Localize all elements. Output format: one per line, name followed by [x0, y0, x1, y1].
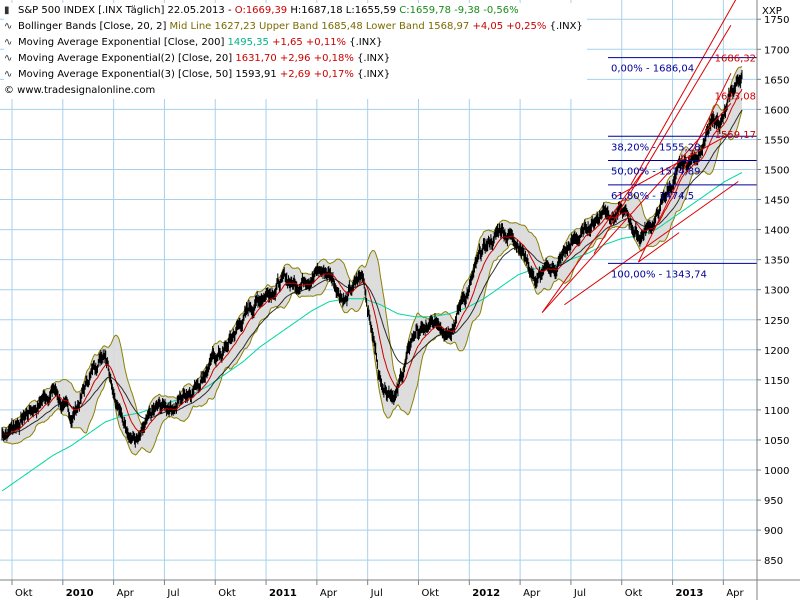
x-tick-label: 2012 [472, 588, 500, 599]
ema20-change: +2,96 +0,18% [279, 53, 354, 64]
x-tick-label: 2013 [676, 588, 704, 599]
x-tick-label: Okt [421, 588, 439, 599]
y-tick-label: 1550 [764, 135, 789, 146]
trend-channel-lines [541, 0, 739, 313]
ema50-change: +2,69 +0,17% [279, 69, 354, 80]
indicator-icon: ∿ [4, 21, 13, 32]
x-tick-label: Jul [573, 588, 586, 599]
ema200-suffix: {.INX} [349, 37, 383, 48]
price-label: 1623,08 [715, 92, 756, 103]
fib-level-label: 38,20% - 1555,28 [611, 142, 700, 153]
ema50-name: Moving Average Exponential(3) [Close, 50… [18, 69, 233, 80]
fib-level-label: 100,00% - 1343,74 [611, 269, 707, 280]
y-axis-ticks: 850 900 950 1000 1050 1100 1150 1200 1250 1300 135… [757, 15, 789, 567]
fib-level-label: 50,00% - 1514,89 [611, 167, 700, 178]
x-tick-label: Okt [218, 588, 236, 599]
y-tick-label: 1350 [764, 256, 789, 267]
y-tick-label: 1500 [764, 165, 789, 176]
bollinger-lower: Lower Band 1568,97 [365, 21, 470, 32]
trend-line [541, 172, 643, 313]
y-tick-label: 1250 [764, 316, 789, 327]
y-tick-label: 1400 [764, 226, 789, 237]
y-tick-label: 1700 [764, 45, 789, 56]
price-label: 1559,17 [715, 130, 756, 141]
x-tick-label: Okt [625, 588, 643, 599]
legend-title-row: ▮ S&P 500 INDEX [.INX Täglich] 22.05.2013… [4, 3, 583, 19]
x-tick-label: 2010 [66, 588, 94, 599]
y-tick-label: 1300 [764, 286, 789, 297]
y-tick-label: 1450 [764, 196, 789, 207]
x-axis-ticks: Okt 2010 Apr Jul Okt 2011 Apr Jul Okt 2012 Apr Jul O… [11, 580, 745, 599]
legend-ema20-row: ∿ Moving Average Exponential(2) [Close, 2… [4, 51, 583, 67]
y-axis-unit: XXP [762, 6, 782, 17]
x-tick-label: Apr [726, 588, 744, 599]
x-tick-label: Apr [117, 588, 135, 599]
indicator-icon: ∿ [4, 53, 13, 64]
ema200-change: +1,65 +0,11% [272, 37, 347, 48]
y-tick-label: 850 [764, 556, 783, 567]
x-tick-label: 2011 [269, 588, 297, 599]
legend-ema50-row: ∿ Moving Average Exponential(3) [Close, 5… [4, 67, 583, 83]
price-series-icon: ▮ [4, 5, 10, 16]
fibonacci-levels: 0,00% - 1686,04 38,20% - 1555,28 50,00% - … [608, 57, 757, 280]
legend-ema200-row: ∿ Moving Average Exponential [Close, 200]… [4, 35, 583, 51]
x-tick-label: Apr [523, 588, 541, 599]
legend-bollinger-row: ∿ Bollinger Bands [Close, 20, 2] Mid Line… [4, 19, 583, 35]
bollinger-mid: Mid Line 1627,23 [169, 21, 256, 32]
y-tick-label: 1000 [764, 466, 789, 477]
indicator-icon: ∿ [4, 69, 13, 80]
y-tick-label: 1200 [764, 346, 789, 357]
trend-line [564, 181, 739, 306]
y-tick-label: 1100 [764, 406, 789, 417]
legend-watermark-row: © www.tradesignalonline.com [4, 83, 583, 99]
trend-line [637, 73, 732, 263]
trend-line [593, 24, 732, 254]
y-tick-label: 1600 [764, 105, 789, 116]
ema-50-line [2, 109, 743, 435]
bollinger-band-fill [2, 66, 742, 455]
y-tick-label: 1050 [764, 436, 789, 447]
y-tick-label: 950 [764, 496, 783, 507]
x-tick-label: Jul [166, 588, 179, 599]
ema20-value: 1631,70 [235, 53, 277, 64]
ema-20-line [1, 88, 743, 436]
bollinger-name: Bollinger Bands [Close, 20, 2] [18, 21, 167, 32]
x-tick-label: Okt [15, 588, 33, 599]
y-tick-label: 1150 [764, 376, 789, 387]
y-tick-label: 1650 [764, 75, 789, 86]
ema200-value: 1495,35 [227, 37, 269, 48]
trend-line [638, 232, 680, 263]
bollinger-suffix: {.INX} [549, 21, 583, 32]
indicator-icon: ∿ [4, 37, 13, 48]
low-value: L:1655,59 [345, 5, 397, 16]
y-tick-label: 1750 [764, 15, 789, 26]
ema50-value: 1593,91 [235, 69, 277, 80]
y-tick-label: 900 [764, 526, 783, 537]
chart-title: S&P 500 INDEX [.INX Täglich] 22.05.2013 … [18, 5, 235, 16]
high-value: H:1687,18 [290, 5, 343, 16]
fib-level-label: 0,00% - 1686,04 [611, 64, 694, 75]
trend-line [615, 132, 732, 197]
price-label: 1686,32 [715, 54, 756, 65]
watermark-text: © www.tradesignalonline.com [4, 85, 156, 96]
bollinger-upper: Upper Band 1685,48 [259, 21, 363, 32]
fib-level-label: 61,80% - 1474,5 [611, 191, 694, 202]
ema200-name: Moving Average Exponential [Close, 200] [18, 37, 225, 48]
ema20-name: Moving Average Exponential(2) [Close, 20… [18, 53, 233, 64]
close-value: C:1659,78 -9,38 -0,56% [399, 5, 519, 16]
ema20-suffix: {.INX} [357, 53, 391, 64]
x-tick-label: Jul [370, 588, 383, 599]
trend-line [630, 0, 737, 185]
bollinger-change: +4,05 +0,25% [472, 21, 547, 32]
ema50-suffix: {.INX} [357, 69, 391, 80]
price-labels: 1686,32 1623,08 1559,17 [715, 54, 756, 141]
chart-legend: ▮ S&P 500 INDEX [.INX Täglich] 22.05.2013… [4, 3, 587, 99]
open-value: O:1669,39 [234, 5, 288, 16]
x-tick-label: Apr [320, 588, 338, 599]
